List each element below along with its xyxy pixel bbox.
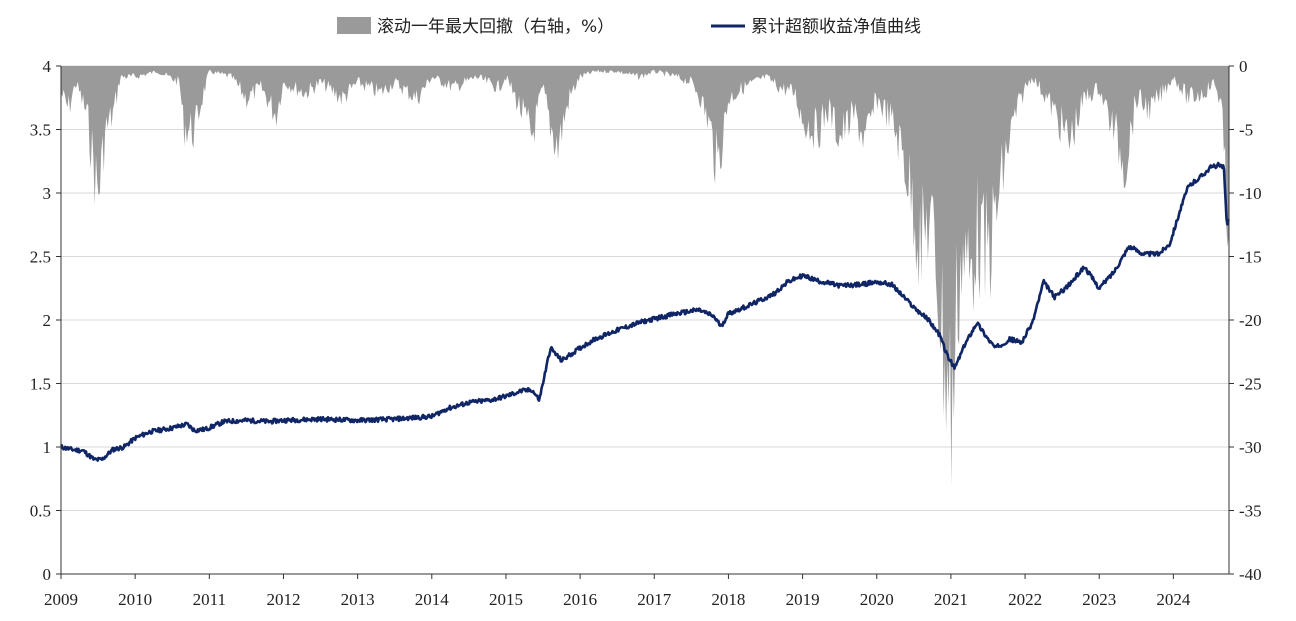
left-tick-label: 3	[43, 184, 52, 203]
right-axis-ticks: -40 -35 -30 -25 -20 -15 -10 -5 0	[1229, 57, 1262, 584]
legend: 滚动一年最大回撤（右轴，%） 累计超额收益净值曲线	[337, 17, 921, 37]
x-tick-label: 2022	[1008, 590, 1042, 609]
x-tick-label: 2019	[786, 590, 820, 609]
nav-line	[60, 161, 1230, 462]
right-tick-label: -15	[1239, 248, 1262, 267]
legend-label-drawdown: 滚动一年最大回撤（右轴，%）	[377, 17, 614, 37]
x-tick-label: 2020	[860, 590, 894, 609]
right-tick-label: -40	[1239, 565, 1262, 584]
left-tick-label: 2	[43, 311, 52, 330]
right-tick-label: -30	[1239, 438, 1262, 457]
x-tick-label: 2021	[934, 590, 968, 609]
x-tick-label: 2024	[1156, 590, 1191, 609]
x-tick-label: 2013	[341, 590, 375, 609]
legend-label-nav: 累计超额收益净值曲线	[751, 17, 921, 37]
right-tick-label: -25	[1239, 375, 1262, 394]
right-tick-label: -35	[1239, 502, 1262, 521]
x-tick-label: 2010	[118, 590, 152, 609]
x-tick-label: 2023	[1082, 590, 1116, 609]
drawdown-area	[61, 66, 1229, 487]
left-tick-label: 4	[43, 57, 52, 76]
left-tick-label: 1.5	[30, 375, 51, 394]
left-tick-label: 3.5	[30, 121, 51, 140]
x-tick-label: 2017	[637, 590, 672, 609]
drawdown-area-layer	[61, 66, 1229, 487]
right-tick-label: -10	[1239, 184, 1262, 203]
left-tick-label: 0.5	[30, 502, 51, 521]
legend-swatch-drawdown	[337, 17, 371, 34]
x-axis-ticks: 2009 2010 2011 2012 2013 2014 2015 2016 2017 2018…	[44, 574, 1191, 609]
x-tick-label: 2015	[489, 590, 523, 609]
left-tick-label: 0	[43, 565, 52, 584]
nav-line-layer	[60, 161, 1230, 462]
x-tick-label: 2011	[193, 590, 226, 609]
left-tick-label: 1	[43, 438, 52, 457]
right-tick-label: -5	[1239, 121, 1253, 140]
left-axis-ticks: 0 0.5 1 1.5 2 2.5 3 3.5 4	[30, 57, 61, 584]
right-tick-label: 0	[1239, 57, 1248, 76]
x-tick-label: 2018	[711, 590, 745, 609]
x-tick-label: 2009	[44, 590, 78, 609]
left-tick-label: 2.5	[30, 248, 51, 267]
right-tick-label: -20	[1239, 311, 1262, 330]
x-tick-label: 2012	[266, 590, 300, 609]
x-tick-label: 2014	[415, 590, 450, 609]
x-tick-label: 2016	[563, 590, 597, 609]
